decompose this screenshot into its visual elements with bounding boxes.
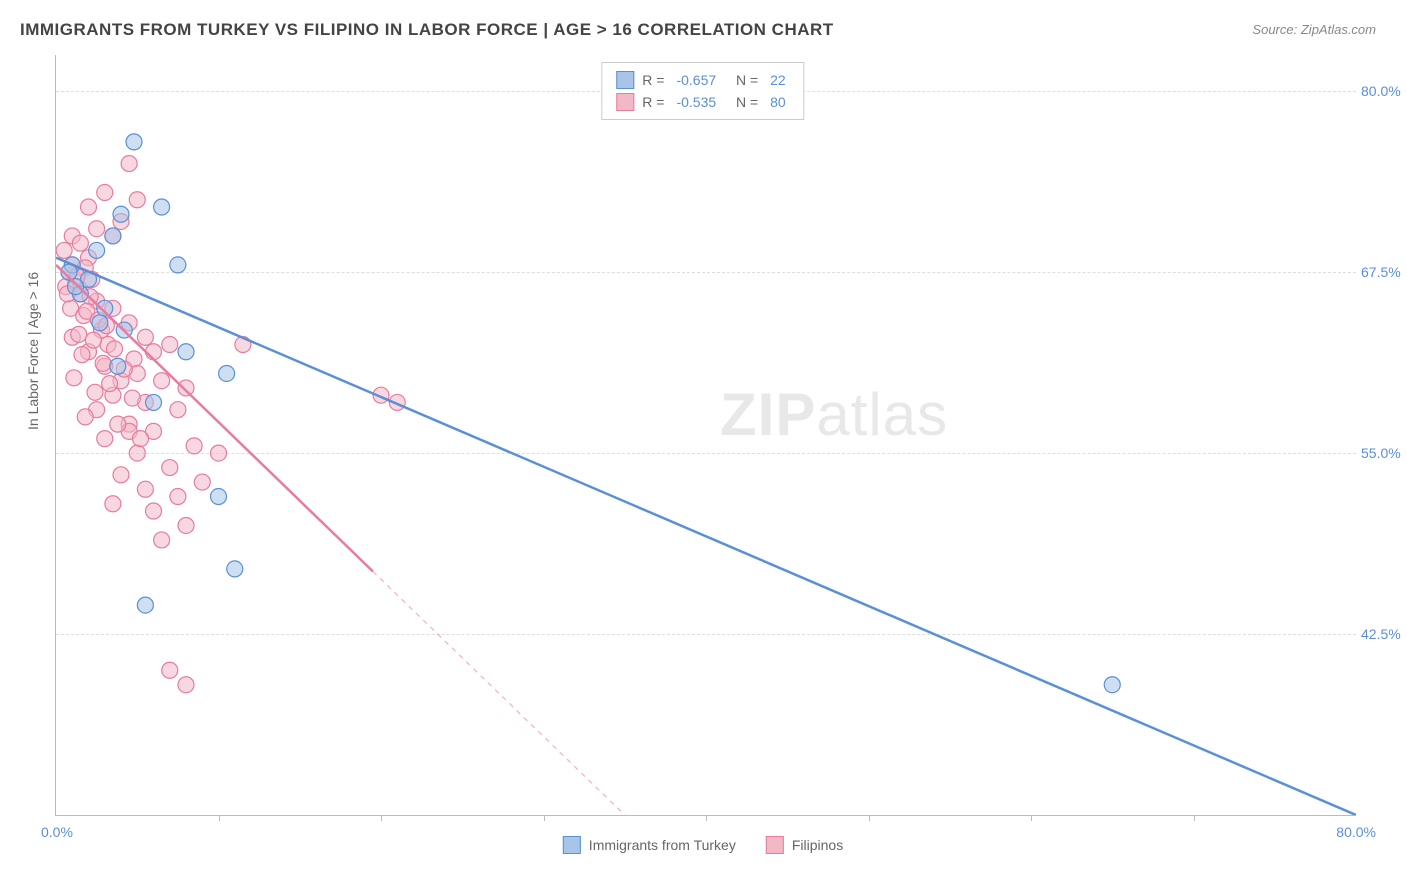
stat-n-1: 22 bbox=[766, 69, 790, 91]
data-point bbox=[113, 206, 129, 222]
x-tick-max: 80.0% bbox=[1336, 824, 1376, 840]
data-point bbox=[77, 409, 93, 425]
x-tick-mark bbox=[219, 815, 220, 821]
data-point bbox=[87, 384, 103, 400]
data-point bbox=[71, 326, 87, 342]
data-point bbox=[56, 242, 72, 258]
data-point bbox=[66, 370, 82, 386]
y-tick-label: 42.5% bbox=[1361, 626, 1406, 642]
data-point bbox=[68, 279, 84, 295]
data-point bbox=[74, 347, 90, 363]
data-point bbox=[110, 358, 126, 374]
stat-r-2: -0.535 bbox=[672, 91, 720, 113]
data-point bbox=[178, 380, 194, 396]
source-label: Source: bbox=[1252, 22, 1297, 37]
plot-area: 0.0% 80.0% 80.0%67.5%55.0%42.5% bbox=[55, 55, 1356, 816]
y-axis-label: In Labor Force | Age > 16 bbox=[25, 272, 41, 430]
legend-stats-row-1: R = -0.657 N = 22 bbox=[616, 69, 789, 91]
chart-svg bbox=[56, 55, 1356, 815]
data-point bbox=[154, 199, 170, 215]
data-point bbox=[133, 431, 149, 447]
swatch-series-2 bbox=[616, 93, 634, 111]
stat-label-r: R = bbox=[642, 69, 664, 91]
stat-label-r: R = bbox=[642, 91, 664, 113]
stat-n-2: 80 bbox=[766, 91, 790, 113]
data-point bbox=[146, 344, 162, 360]
data-point bbox=[121, 156, 137, 172]
data-point bbox=[105, 228, 121, 244]
x-tick-mark bbox=[869, 815, 870, 821]
data-point bbox=[170, 257, 186, 273]
data-point bbox=[162, 337, 178, 353]
swatch-series-1 bbox=[616, 71, 634, 89]
data-point bbox=[211, 489, 227, 505]
x-tick-mark bbox=[1031, 815, 1032, 821]
chart-title: IMMIGRANTS FROM TURKEY VS FILIPINO IN LA… bbox=[20, 20, 834, 40]
data-point bbox=[129, 445, 145, 461]
legend-item-1: Immigrants from Turkey bbox=[563, 836, 736, 854]
x-tick-mark bbox=[1194, 815, 1195, 821]
data-point bbox=[137, 597, 153, 613]
data-point bbox=[178, 677, 194, 693]
swatch-bottom-2 bbox=[766, 836, 784, 854]
data-point bbox=[97, 185, 113, 201]
data-point bbox=[146, 394, 162, 410]
data-point bbox=[105, 496, 121, 512]
data-point bbox=[170, 402, 186, 418]
data-point bbox=[113, 467, 129, 483]
data-point bbox=[219, 365, 235, 381]
y-tick-label: 55.0% bbox=[1361, 445, 1406, 461]
data-point bbox=[97, 431, 113, 447]
data-point bbox=[137, 481, 153, 497]
data-point bbox=[1104, 677, 1120, 693]
data-point bbox=[227, 561, 243, 577]
data-point bbox=[194, 474, 210, 490]
data-point bbox=[95, 355, 111, 371]
x-tick-mark bbox=[706, 815, 707, 821]
y-tick-label: 67.5% bbox=[1361, 264, 1406, 280]
swatch-bottom-1 bbox=[563, 836, 581, 854]
data-point bbox=[89, 242, 105, 258]
stat-r-1: -0.657 bbox=[672, 69, 720, 91]
data-point bbox=[72, 235, 88, 251]
data-point bbox=[178, 517, 194, 533]
source-name: ZipAtlas.com bbox=[1301, 22, 1376, 37]
data-point bbox=[170, 489, 186, 505]
y-tick-label: 80.0% bbox=[1361, 83, 1406, 99]
data-point bbox=[85, 332, 101, 348]
legend-bottom: Immigrants from Turkey Filipinos bbox=[563, 836, 843, 854]
legend-label-2: Filipinos bbox=[792, 837, 843, 853]
data-point bbox=[129, 192, 145, 208]
data-point bbox=[81, 199, 97, 215]
data-point bbox=[178, 344, 194, 360]
data-point bbox=[162, 662, 178, 678]
data-point bbox=[162, 460, 178, 476]
data-point bbox=[89, 221, 105, 237]
stat-label-n: N = bbox=[728, 69, 758, 91]
legend-stats-box: R = -0.657 N = 22 R = -0.535 N = 80 bbox=[601, 62, 804, 120]
x-tick-min: 0.0% bbox=[41, 824, 73, 840]
data-point bbox=[146, 503, 162, 519]
data-point bbox=[137, 329, 153, 345]
x-tick-mark bbox=[544, 815, 545, 821]
data-point bbox=[186, 438, 202, 454]
trend-line-extrapolated bbox=[373, 571, 625, 815]
legend-label-1: Immigrants from Turkey bbox=[589, 837, 736, 853]
data-point bbox=[124, 390, 140, 406]
data-point bbox=[102, 376, 118, 392]
source-attribution: Source: ZipAtlas.com bbox=[1252, 22, 1376, 37]
data-point bbox=[110, 416, 126, 432]
data-point bbox=[154, 532, 170, 548]
trend-line bbox=[56, 265, 373, 571]
legend-item-2: Filipinos bbox=[766, 836, 843, 854]
data-point bbox=[154, 373, 170, 389]
data-point bbox=[211, 445, 227, 461]
data-point bbox=[92, 315, 108, 331]
data-point bbox=[126, 134, 142, 150]
data-point bbox=[107, 341, 123, 357]
legend-stats-row-2: R = -0.535 N = 80 bbox=[616, 91, 789, 113]
stat-label-n: N = bbox=[728, 91, 758, 113]
trend-line bbox=[56, 258, 1356, 815]
x-tick-mark bbox=[381, 815, 382, 821]
